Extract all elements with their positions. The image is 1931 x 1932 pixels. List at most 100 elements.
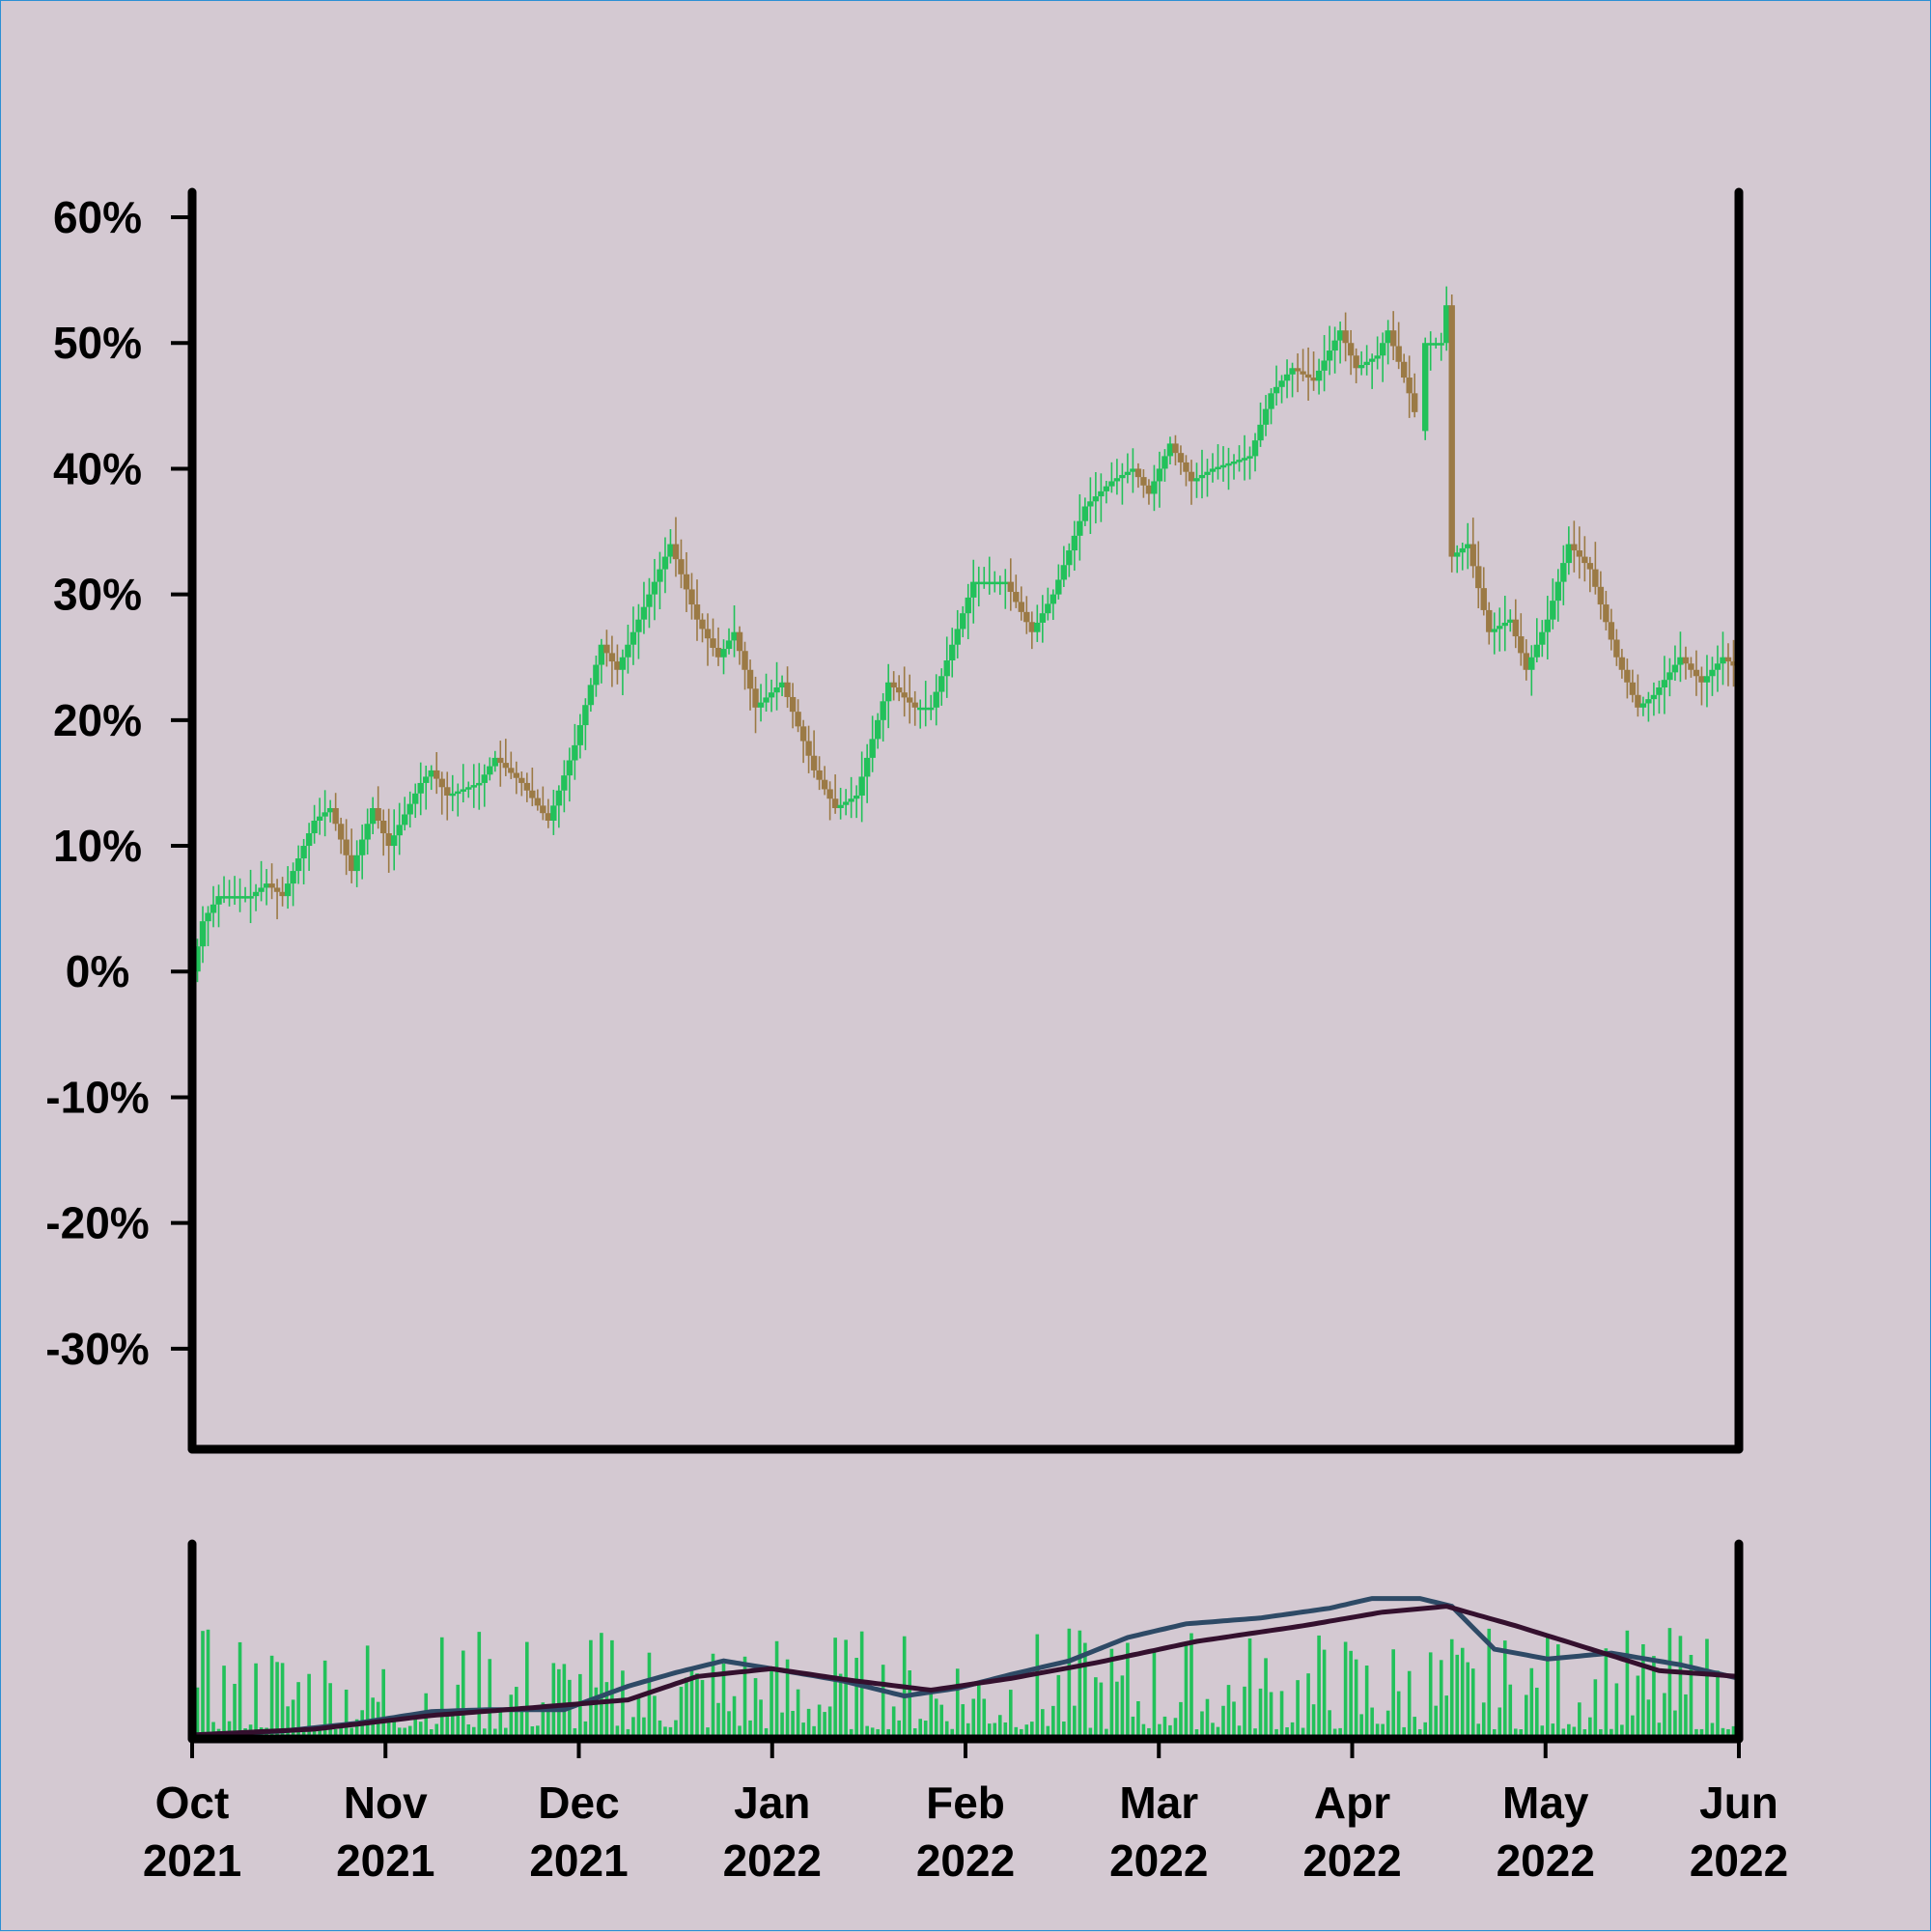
candle-body (252, 891, 260, 897)
y-tick-label: -30% (45, 1324, 149, 1374)
candle-body (241, 896, 249, 899)
candle-body (561, 775, 568, 791)
volume-bar (742, 1656, 747, 1739)
candle-body (587, 685, 595, 706)
volume-bar (1470, 1668, 1475, 1739)
candle-body (1140, 477, 1147, 486)
volume-bar (1162, 1716, 1167, 1739)
candle-body (640, 606, 648, 620)
candle-body (1071, 535, 1078, 551)
volume-bar (1508, 1684, 1513, 1739)
candle-body (1635, 694, 1641, 708)
candle-body (1682, 657, 1690, 664)
candle-body (1544, 619, 1552, 632)
candle-body (194, 946, 201, 972)
volume-bar (233, 1683, 237, 1739)
volume-bar (1354, 1659, 1358, 1739)
y-tick-label: 60% (53, 192, 142, 242)
candle-body (1406, 378, 1413, 394)
volume-bar (674, 1720, 678, 1739)
candle-body (1501, 622, 1508, 627)
candle-body (1603, 604, 1609, 623)
volume-bar (950, 1728, 955, 1739)
candle-body (582, 705, 589, 726)
volume-bar (1131, 1716, 1135, 1739)
candle-body (608, 653, 616, 662)
candle-body (1183, 462, 1189, 472)
volume-bar (1423, 1722, 1427, 1739)
candle-body (773, 686, 780, 693)
volume-bar (1306, 1673, 1310, 1739)
volume-bar (407, 1725, 412, 1739)
candle-body (290, 871, 296, 884)
candle-body (837, 804, 844, 808)
volume-bar (280, 1663, 285, 1739)
candle-body (938, 676, 945, 692)
volume-bar (1008, 1690, 1013, 1739)
candle-body (348, 854, 355, 872)
volume-bar (583, 1721, 588, 1739)
candle-body (1326, 350, 1333, 361)
volume-bar (1221, 1705, 1225, 1739)
candle-body (1688, 663, 1694, 670)
volume-bar (1497, 1707, 1502, 1739)
volume-bar (589, 1639, 593, 1739)
candle-body (992, 581, 998, 585)
candle-body (247, 896, 254, 899)
volume-bar (944, 1721, 949, 1739)
candle-body (1273, 386, 1280, 394)
candle-body (1539, 631, 1546, 645)
volume-bar (604, 1682, 609, 1739)
candle-body (1045, 603, 1051, 614)
x-tick-month: Mar (1119, 1778, 1198, 1828)
volume-bar (1492, 1728, 1497, 1739)
volume-bar (562, 1664, 567, 1739)
volume-bar (1519, 1728, 1524, 1739)
volume-bar (488, 1659, 492, 1739)
candle-body (1475, 566, 1482, 589)
volume-bar (1434, 1705, 1439, 1739)
volume-bar (1338, 1727, 1342, 1739)
candle-body (1294, 368, 1301, 372)
volume-bar (1088, 1727, 1093, 1739)
volume-bar (1716, 1670, 1720, 1739)
volume-bar (1136, 1701, 1140, 1739)
volume-bar (626, 1728, 630, 1739)
candle-body (598, 644, 605, 665)
candle-body (1581, 556, 1588, 564)
volume-bar (600, 1633, 603, 1739)
y-tick-label: 40% (53, 443, 142, 493)
candle-body (1161, 456, 1168, 469)
y-tick-label: 10% (53, 821, 142, 871)
volume-bar (1556, 1644, 1560, 1739)
candle-body (1592, 569, 1599, 587)
candle-body (1215, 466, 1221, 470)
x-tick-year: 2021 (529, 1835, 628, 1886)
volume-bar (275, 1662, 279, 1739)
candle-body (917, 707, 924, 711)
volume-bar (1035, 1634, 1040, 1739)
volume-bar (1179, 1701, 1183, 1739)
candle-body (688, 589, 695, 605)
volume-bar (403, 1727, 407, 1739)
candle-body (1560, 563, 1567, 582)
volume-bar (1646, 1699, 1651, 1739)
y-tick-label: 20% (53, 695, 142, 745)
candle-body (1098, 490, 1105, 497)
volume-bar (1385, 1710, 1390, 1739)
candle-body (1268, 393, 1274, 409)
x-tick-month: Feb (926, 1778, 1005, 1828)
volume-bar (227, 1721, 232, 1739)
volume-bar (397, 1727, 402, 1739)
candle-body (508, 768, 515, 773)
volume-bar (1449, 1638, 1454, 1739)
volume-bar (1343, 1641, 1348, 1739)
candle-body (1395, 346, 1402, 362)
volume-bar (439, 1637, 444, 1739)
volume-bar (450, 1712, 455, 1739)
volume-bar (685, 1677, 688, 1739)
candle-body (385, 833, 392, 847)
x-tick-year: 2022 (1690, 1835, 1788, 1886)
volume-bar (716, 1702, 720, 1739)
volume-bar (1152, 1650, 1157, 1739)
